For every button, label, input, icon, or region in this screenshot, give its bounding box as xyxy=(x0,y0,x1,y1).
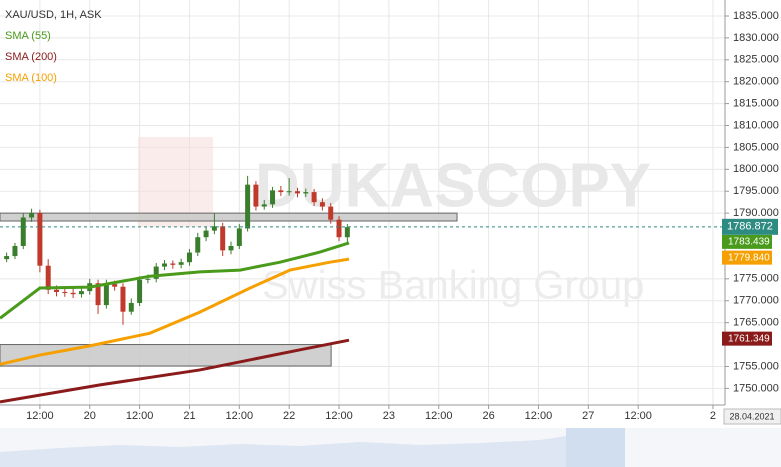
candle-body xyxy=(270,190,276,205)
candle-body xyxy=(336,219,342,238)
watermark-subtitle: Swiss Banking Group xyxy=(262,264,644,308)
x-tick-label: 26 xyxy=(482,410,494,422)
price-label-box xyxy=(722,250,772,265)
candle-body xyxy=(29,213,35,218)
y-tick-label: 1795.000 xyxy=(733,185,779,197)
x-tick-label: 12:00 xyxy=(226,410,254,422)
candle-body xyxy=(145,278,151,280)
x-tick-label: 12:00 xyxy=(624,410,652,422)
candle-body xyxy=(278,190,284,193)
y-tick-label: 1765.000 xyxy=(733,317,779,329)
candle-body xyxy=(62,291,68,293)
legend: XAU/USD, 1H, ASK SMA (55) SMA (200) SMA (1… xyxy=(5,9,102,84)
candle-body xyxy=(186,252,192,263)
candle-body xyxy=(220,226,226,251)
candle-body xyxy=(112,284,118,287)
candle-body xyxy=(70,292,76,295)
candle-body xyxy=(153,266,159,279)
candle-body xyxy=(195,237,201,253)
candle-body xyxy=(236,228,242,246)
navigator-window[interactable] xyxy=(566,428,625,467)
y-tick-label: 1835.000 xyxy=(733,10,779,22)
y-tick-label: 1805.000 xyxy=(733,141,779,153)
sma-line xyxy=(0,241,350,320)
plot xyxy=(0,175,725,404)
candle-body xyxy=(286,191,292,193)
candle-body xyxy=(137,279,143,303)
current-price-label: 1786.872 xyxy=(727,221,773,233)
price-label: 1783.439 xyxy=(728,237,770,248)
candle-body xyxy=(344,227,350,238)
zone xyxy=(0,212,458,222)
chart-title: XAU/USD, 1H, ASK xyxy=(5,9,102,21)
candle-body xyxy=(228,245,234,251)
price-label: 1779.840 xyxy=(728,252,770,263)
x-tick-label: 27 xyxy=(582,410,594,422)
price-label-box xyxy=(722,331,772,346)
candle-body xyxy=(328,206,334,220)
candle-body xyxy=(294,191,300,194)
zone xyxy=(0,344,332,367)
y-tick-label: 1815.000 xyxy=(733,98,779,110)
watermark: DUKASCOPY xyxy=(255,151,651,220)
current-price-box xyxy=(722,218,778,235)
candle-body xyxy=(311,192,317,203)
candle-body xyxy=(120,286,126,312)
legend-entry: SMA (200) xyxy=(5,51,57,63)
x-tick-label: 12:00 xyxy=(126,410,154,422)
y-tick-label: 1770.000 xyxy=(733,295,779,307)
price-label-box xyxy=(722,234,772,249)
price-label: 1761.349 xyxy=(728,333,770,344)
candle-body xyxy=(319,202,325,207)
x-tick-label: 23 xyxy=(383,410,395,422)
x-tick-label: 12:00 xyxy=(325,410,353,422)
y-tick-label: 1790.000 xyxy=(733,207,779,219)
legend-entry: SMA (100) xyxy=(5,72,57,84)
x-tick-label: 22 xyxy=(283,410,295,422)
candle-body xyxy=(45,265,51,290)
candle-body xyxy=(78,291,84,295)
date-label-box xyxy=(723,408,781,425)
sma-line xyxy=(0,338,350,404)
candle-body xyxy=(245,184,251,229)
y-tick-label: 1825.000 xyxy=(733,54,779,66)
y-tick-label: 1810.000 xyxy=(733,119,779,131)
candle-body xyxy=(261,204,267,207)
candle-body xyxy=(203,230,209,238)
candle-body xyxy=(12,245,18,257)
y-tick-label: 1800.000 xyxy=(733,163,779,175)
candle-body xyxy=(128,302,134,312)
sma-line xyxy=(0,257,350,366)
date-label: 28.04.2021 xyxy=(729,411,774,421)
watermark-logo xyxy=(138,137,213,227)
candle-body xyxy=(303,192,309,194)
candle-body xyxy=(178,262,184,265)
candle-body xyxy=(162,263,168,267)
candle-body xyxy=(211,226,217,231)
candle-body xyxy=(95,283,101,306)
y-tick-label: 1755.000 xyxy=(733,360,779,372)
candle-body xyxy=(37,213,43,266)
axes: 1750.000 1755.000 1765.000 1770.000 1775.000… xyxy=(26,10,781,425)
candle-body xyxy=(253,184,259,207)
x-tick-label: 21 xyxy=(183,410,195,422)
x-tick-label: 12:00 xyxy=(525,410,553,422)
x-tick-label: 12:00 xyxy=(26,410,54,422)
x-tick-label: 12:00 xyxy=(425,410,453,422)
legend-entry: SMA (55) xyxy=(5,30,51,42)
navigator-area xyxy=(0,428,625,467)
y-tick-label: 1830.000 xyxy=(733,32,779,44)
candle-body xyxy=(4,256,10,260)
candle-body xyxy=(54,289,59,292)
x-tick-label: 2 xyxy=(710,410,716,422)
candle-body xyxy=(20,217,26,246)
x-tick-label: 20 xyxy=(84,410,96,422)
y-tick-label: 1775.000 xyxy=(733,273,779,285)
y-tick-label: 1750.000 xyxy=(733,382,779,394)
candle-body xyxy=(170,263,176,265)
y-tick-label: 1820.000 xyxy=(733,76,779,88)
candle-body xyxy=(103,284,109,306)
